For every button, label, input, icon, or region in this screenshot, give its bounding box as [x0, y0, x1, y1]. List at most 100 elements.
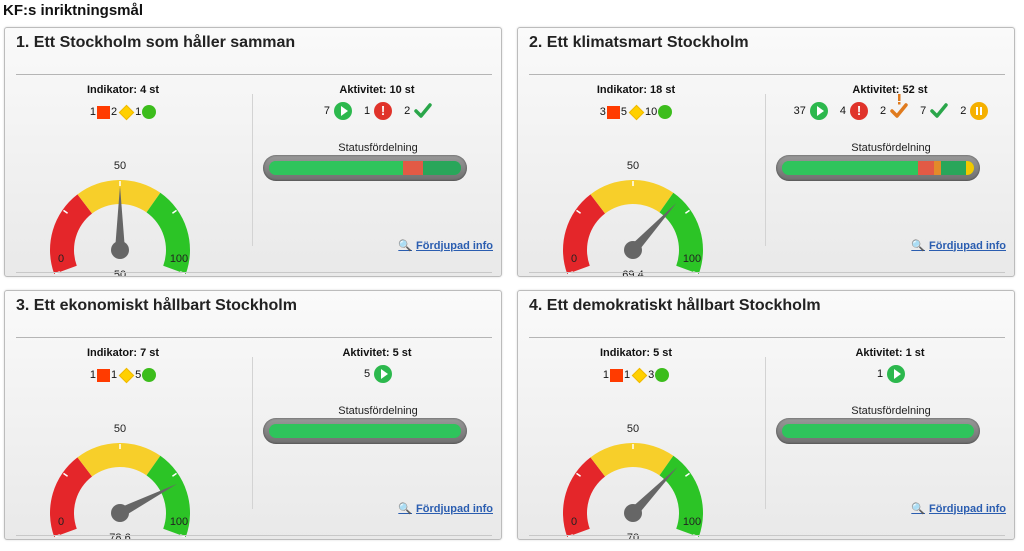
activity-summary: 7 1! 2: [267, 100, 489, 122]
gauge-max-label: 100: [683, 253, 701, 265]
indicator-heading: Indikator: 5 st: [599, 347, 673, 359]
gauge-needle: [117, 483, 177, 518]
divider: [16, 272, 492, 273]
status-label: Statusfördelning: [851, 405, 931, 417]
gauge-mid-label: 50: [627, 423, 639, 435]
indicator-green-count: 3: [648, 369, 655, 381]
green-circle-icon: [658, 105, 673, 119]
activity-count: 4: [839, 105, 846, 117]
warning-check-icon: [890, 94, 908, 120]
info-link-label[interactable]: Fördjupad info: [929, 239, 1006, 252]
yellow-diamond-icon: [118, 104, 135, 120]
indicator-red-count: 1: [89, 369, 96, 381]
activity-item: 2: [404, 102, 432, 120]
green-circle-icon: [655, 368, 670, 382]
gauge-yellow-zone: [77, 443, 161, 477]
info-link[interactable]: 🔍 Fördjupad info: [911, 239, 1006, 253]
gauge-value-label: 70: [627, 532, 639, 540]
gauge-mid-label: 50: [114, 423, 126, 435]
yellow-diamond-icon: [118, 367, 135, 383]
play-icon: [887, 365, 906, 383]
activity-summary: 1: [780, 363, 1002, 385]
indicator-red-count: 1: [602, 369, 609, 381]
gauge-red-zone: [563, 457, 606, 537]
divider: [16, 337, 492, 338]
divider: [529, 535, 1005, 536]
magnifier-icon: 🔍: [911, 240, 926, 252]
gauge-tick: [171, 209, 177, 214]
magnifier-icon: 🔍: [398, 240, 413, 252]
divider: [529, 337, 1005, 338]
gauge-red-zone: [50, 194, 93, 274]
activity-count: 7: [920, 105, 927, 117]
panel-goal-4: 4. Ett demokratiskt hållbart Stockholm I…: [517, 290, 1015, 540]
gauge-min-label: 0: [58, 516, 64, 528]
green-circle-icon: [142, 105, 157, 119]
gauge-max-label: 100: [170, 253, 188, 265]
status-distribution-bar: [776, 155, 980, 181]
gauge-min-label: 0: [58, 253, 64, 265]
info-link-label[interactable]: Fördjupad info: [416, 239, 493, 252]
activity-count: 2: [880, 105, 887, 117]
red-square-icon: [609, 368, 623, 382]
gauge-max-label: 100: [683, 516, 701, 528]
status-segment: [269, 161, 404, 175]
activity-count: 1: [363, 105, 371, 117]
info-link[interactable]: 🔍 Fördjupad info: [398, 502, 493, 516]
gauge-tick: [63, 209, 69, 214]
gauge-value-label: 50: [114, 269, 126, 277]
warning-icon: !: [850, 102, 868, 120]
panel-goal-2: 2. Ett klimatsmart Stockholm Indikator: …: [517, 27, 1015, 277]
gauge-max-label: 100: [170, 516, 188, 528]
info-link[interactable]: 🔍 Fördjupad info: [398, 239, 493, 253]
status-segment: [966, 161, 974, 175]
gauge-needle-shape: [629, 466, 678, 517]
magnifier-icon: 🔍: [911, 503, 926, 515]
indicator-heading: Indikator: 4 st: [86, 84, 160, 96]
activity-item: 2: [960, 102, 989, 120]
status-segment: [933, 161, 942, 175]
checkmark-icon: [414, 102, 432, 120]
gauge-green-zone: [659, 455, 703, 537]
gauge-needle: [629, 466, 678, 517]
divider: [16, 74, 492, 75]
play-icon: [333, 102, 352, 120]
status-segment: [422, 161, 461, 175]
panel-title: 3. Ett ekonomiskt hållbart Stockholm: [16, 297, 297, 314]
gauge-hub: [111, 504, 129, 522]
gauge-tick: [576, 472, 582, 477]
gauge-hub: [111, 241, 129, 259]
indicator-yellow-count: 2: [110, 106, 118, 118]
activity-item: 1!: [363, 102, 393, 120]
panel-goal-3: 3. Ett ekonomiskt hållbart Stockholm Ind…: [4, 290, 502, 540]
activity-item: 5: [364, 365, 393, 383]
status-label: Statusfördelning: [851, 142, 931, 154]
panel-title: 4. Ett demokratiskt hållbart Stockholm: [529, 297, 821, 314]
indicator-green-count: 5: [135, 369, 142, 381]
activity-count: 37: [793, 105, 806, 117]
info-link[interactable]: 🔍 Fördjupad info: [911, 502, 1006, 516]
vertical-divider: [765, 357, 766, 509]
info-link-label[interactable]: Fördjupad info: [416, 502, 493, 515]
indicator-red-count: 3: [599, 106, 606, 118]
gauge-needle-shape: [115, 186, 125, 250]
yellow-diamond-icon: [628, 104, 645, 120]
activity-heading: Aktivitet: 1 st: [855, 347, 925, 359]
panel-goal-1: 1. Ett Stockholm som håller samman Indik…: [4, 27, 502, 277]
activity-item: 1: [877, 365, 906, 383]
gauge-min-label: 0: [571, 253, 577, 265]
info-link-label[interactable]: Fördjupad info: [929, 502, 1006, 515]
gauge-yellow-zone: [590, 443, 674, 477]
gauge-yellow-zone: [77, 180, 161, 214]
gauge: 50 0 100 78,6: [50, 423, 190, 539]
gauge-needle-shape: [117, 483, 177, 518]
activity-count: 2: [404, 105, 411, 117]
status-distribution-bar: [776, 418, 980, 444]
red-square-icon: [606, 105, 620, 119]
status-distribution-bar: [263, 155, 467, 181]
activity-count: 7: [323, 105, 330, 117]
gauge: 50 0 100 70: [563, 423, 703, 539]
activity-heading: Aktivitet: 10 st: [339, 84, 415, 96]
activity-item: 37: [794, 102, 828, 120]
gauge-value-label: 78,6: [109, 532, 130, 540]
